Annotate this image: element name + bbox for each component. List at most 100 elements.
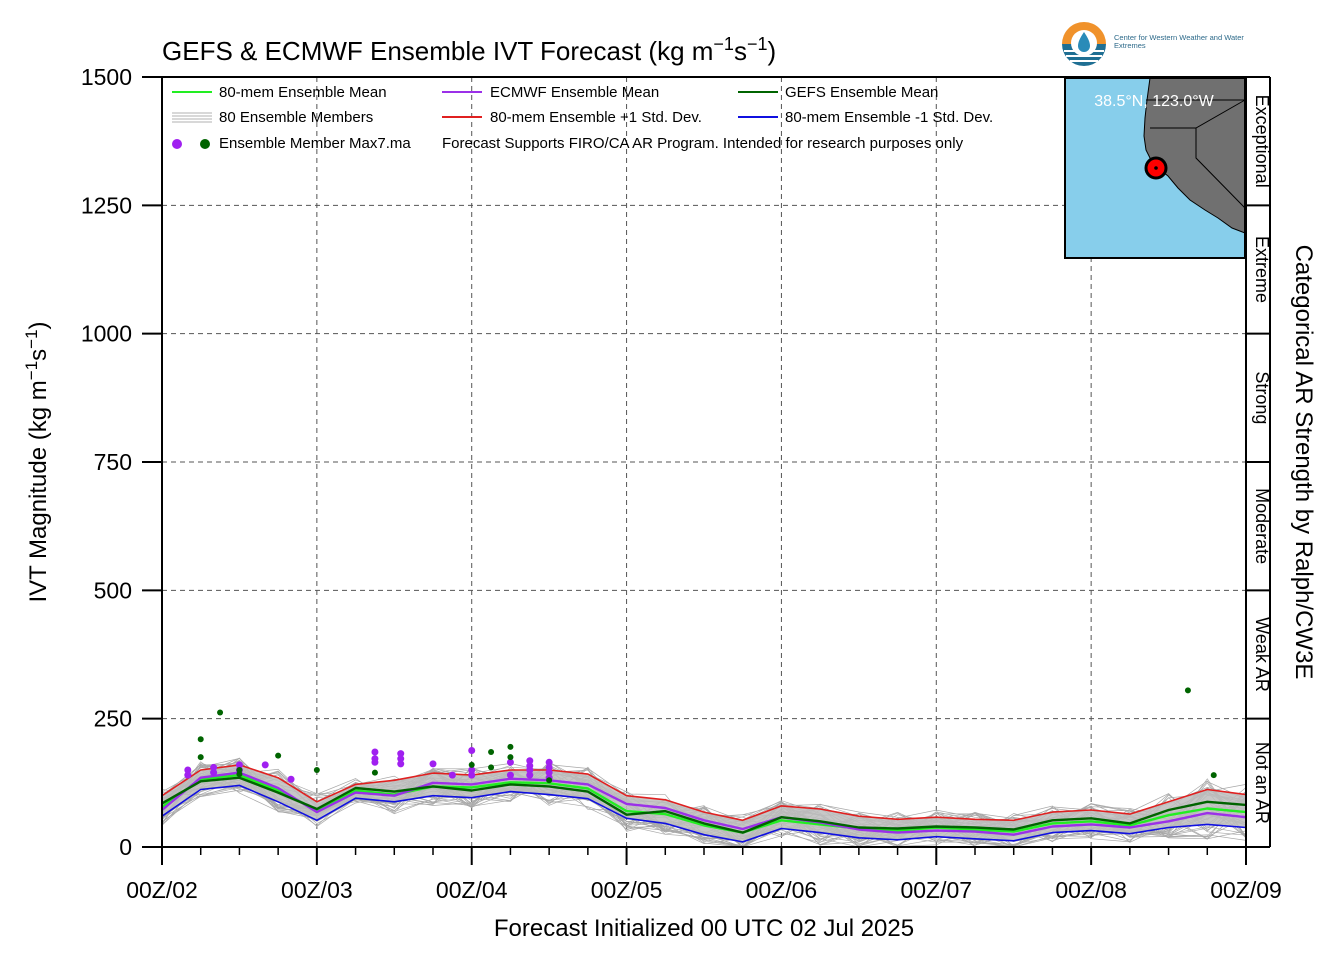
ecmwf-max-point — [468, 746, 476, 754]
legend-ecmwf-mean: ECMWF Ensemble Mean — [490, 84, 659, 101]
ecmwf-max-point — [261, 761, 269, 769]
ecmwf-max-point — [397, 750, 405, 758]
location-inset-map: 38.5°N, 123.0°W — [1064, 77, 1246, 259]
ecmwf-max-point — [210, 763, 218, 771]
ecmwf-max-point — [526, 771, 534, 779]
legend-members: 80 Ensemble Members — [219, 109, 373, 126]
legend-plus-sd: 80-mem Ensemble +1 Std. Dev. — [490, 109, 702, 126]
gefs-max-point — [313, 767, 320, 773]
x-tick-label: 00Z/04 — [436, 877, 508, 903]
gefs-max-point — [488, 764, 495, 771]
y-tick-label: 1000 — [81, 321, 132, 347]
inset-land — [1143, 77, 1246, 234]
spread-band — [162, 764, 1246, 842]
legend-ens-mean: 80-mem Ensemble Mean — [219, 84, 387, 101]
x-tick-label: 00Z/08 — [1055, 877, 1127, 903]
gefs-max-point — [507, 754, 514, 761]
max-points — [184, 687, 1217, 784]
y-tick-label: 1250 — [81, 192, 132, 218]
y-tick-label: 500 — [94, 577, 132, 603]
ecmwf-max-point — [545, 769, 553, 777]
y-tick-label: 750 — [94, 449, 132, 475]
legend-minus-sd: 80-mem Ensemble -1 Std. Dev. — [785, 109, 993, 126]
series-line-plus-sd — [161, 764, 1247, 822]
legend-ecmwf-max-dot — [172, 139, 182, 149]
ecmwf-max-point — [429, 760, 437, 768]
x-tick-label: 00Z/07 — [900, 877, 972, 903]
legend-gefs-max-dot — [200, 139, 210, 149]
x-tick-label: 00Z/02 — [126, 877, 198, 903]
grid-lines — [162, 77, 1246, 847]
ecmwf-max-point — [468, 766, 476, 774]
location-marker-center — [1154, 166, 1158, 170]
category-label-0: Not an AR — [1252, 742, 1272, 824]
axes: 0 250 500 750 1000 1250 1500 00Z/02 00Z/03 00Z/04… — [81, 64, 1282, 903]
gefs-max-point — [275, 752, 282, 759]
gefs-max-point — [507, 743, 514, 750]
ecmwf-max-point — [506, 771, 514, 779]
gefs-max-point — [236, 767, 243, 773]
inset-frame — [1064, 77, 1246, 259]
x-tick-label: 00Z/09 — [1210, 877, 1282, 903]
gefs-max-point — [468, 761, 475, 768]
gefs-max-point — [197, 754, 204, 761]
legend-max-label: Ensemble Member Max7.ma — [219, 135, 411, 152]
gefs-max-point — [371, 769, 378, 776]
legend-members-swatch — [172, 112, 212, 123]
category-label-4: Extreme — [1252, 236, 1272, 303]
gefs-max-point — [488, 749, 495, 756]
ecmwf-max-point — [287, 775, 295, 783]
ecmwf-max-point — [526, 757, 534, 765]
x-tick-label: 00Z/03 — [281, 877, 353, 903]
ecmwf-max-point — [184, 771, 192, 779]
inset-state-borders — [1146, 99, 1246, 209]
chart-title: GEFS & ECMWF Ensemble IVT Forecast (kg m… — [162, 34, 776, 66]
right-axis-title: Categorical AR Strength by Ralph/CW3E — [1290, 245, 1317, 680]
ecmwf-max-point — [526, 766, 534, 774]
gefs-max-point — [546, 777, 553, 784]
std-dev-band — [162, 764, 1246, 842]
ecmwf-max-point — [397, 760, 405, 768]
legend: 80-mem Ensemble Mean ECMWF Ensemble Mean… — [172, 84, 993, 152]
gefs-max-point — [217, 709, 224, 716]
x-tick-label: 00Z/05 — [591, 877, 663, 903]
category-label-2: Moderate — [1252, 488, 1272, 564]
category-label-5: Exceptional — [1252, 95, 1272, 188]
series-line-gefs-mean — [161, 776, 1247, 834]
gefs-max-point — [1184, 687, 1191, 694]
ecmwf-max-point — [235, 761, 243, 769]
category-label-3: Strong — [1252, 371, 1272, 424]
ecmwf-max-point — [184, 766, 192, 774]
ecmwf-max-point — [210, 769, 218, 777]
y-tick-label: 250 — [94, 706, 132, 732]
cw3e-logo-text: Center for Western Weather and Water Ext… — [1114, 33, 1244, 50]
cw3e-logo-icon — [1062, 22, 1106, 66]
y-axis-title: IVT Magnitude (kg m−1s−1) — [22, 321, 52, 602]
ecmwf-max-point — [397, 755, 405, 763]
ecmwf-max-point — [448, 771, 456, 779]
cw3e-logo: Center for Western Weather and Water Ext… — [1058, 18, 1248, 74]
y-tick-label: 1500 — [81, 64, 132, 90]
gefs-max-point — [1210, 772, 1217, 779]
y-tick-label: 0 — [119, 834, 132, 860]
x-tick-label: 00Z/06 — [746, 877, 818, 903]
series-line-ens-mean — [161, 773, 1247, 834]
ecmwf-max-point — [506, 758, 514, 766]
series-line-ecmwf-mean — [161, 771, 1247, 836]
ecmwf-max-point — [545, 758, 553, 766]
ecmwf-max-point — [545, 763, 553, 771]
legend-gefs-mean: GEFS Ensemble Mean — [785, 84, 938, 101]
gefs-max-point — [236, 771, 243, 778]
x-axis-title: Forecast Initialized 00 UTC 02 Jul 2025 — [494, 915, 914, 942]
series-lines — [161, 764, 1247, 843]
ecmwf-max-point — [468, 771, 476, 779]
inset-coordinates: 38.5°N, 123.0°W — [1094, 93, 1214, 110]
ecmwf-max-point — [371, 748, 379, 756]
category-labels: Not an AR Weak AR Moderate Strong Extreme Exc… — [1246, 76, 1272, 848]
series-line-minus-sd — [161, 784, 1247, 843]
ecmwf-max-point — [371, 758, 379, 766]
gefs-max-point — [197, 736, 204, 743]
category-label-1: Weak AR — [1252, 617, 1272, 692]
legend-note: Forecast Supports FIRO/CA AR Program. In… — [442, 135, 964, 152]
